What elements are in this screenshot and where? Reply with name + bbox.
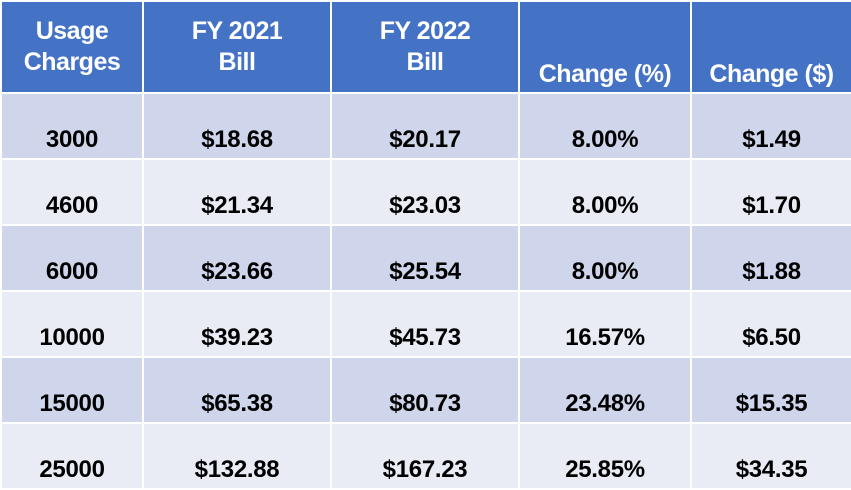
table-body: 3000 $18.68 $20.17 8.00% $1.49 4600 $21.… xyxy=(0,92,851,490)
table-row: 3000 $18.68 $20.17 8.00% $1.49 xyxy=(0,92,851,160)
cell-fy2021-bill: $132.88 xyxy=(142,422,332,490)
cell-usage: 3000 xyxy=(0,92,144,160)
cell-usage: 15000 xyxy=(0,356,144,424)
header-text-line: Usage xyxy=(35,17,109,45)
table-row: 6000 $23.66 $25.54 8.00% $1.88 xyxy=(0,224,851,292)
cell-usage: 6000 xyxy=(0,224,144,292)
cell-fy2021-bill: $65.38 xyxy=(142,356,332,424)
cell-change-percent: 23.48% xyxy=(518,356,692,424)
cell-fy2022-bill: $20.17 xyxy=(330,92,520,160)
header-text-line: Bill xyxy=(406,48,444,76)
cell-fy2022-bill: $25.54 xyxy=(330,224,520,292)
header-text-line: Change (%) xyxy=(538,60,672,88)
table-row: 4600 $21.34 $23.03 8.00% $1.70 xyxy=(0,158,851,226)
cell-usage: 4600 xyxy=(0,158,144,226)
cell-change-dollars: $1.88 xyxy=(690,224,851,292)
cell-change-percent: 8.00% xyxy=(518,224,692,292)
cell-change-dollars: $1.49 xyxy=(690,92,851,160)
cell-change-dollars: $6.50 xyxy=(690,290,851,358)
cell-fy2022-bill: $167.23 xyxy=(330,422,520,490)
cell-fy2021-bill: $39.23 xyxy=(142,290,332,358)
cell-usage: 25000 xyxy=(0,422,144,490)
header-fy2021-bill: FY 2021 Bill xyxy=(142,0,332,94)
header-text-line: Charges xyxy=(23,48,121,76)
table-row: 10000 $39.23 $45.73 16.57% $6.50 xyxy=(0,290,851,358)
header-fy2022-bill: FY 2022 Bill xyxy=(330,0,520,94)
cell-change-percent: 25.85% xyxy=(518,422,692,490)
header-text-line: FY 2021 xyxy=(191,17,283,45)
cell-fy2022-bill: $23.03 xyxy=(330,158,520,226)
table-row: 25000 $132.88 $167.23 25.85% $34.35 xyxy=(0,422,851,490)
header-usage-charges: Usage Charges xyxy=(0,0,144,94)
cell-fy2022-bill: $80.73 xyxy=(330,356,520,424)
cell-fy2021-bill: $21.34 xyxy=(142,158,332,226)
cell-usage: 10000 xyxy=(0,290,144,358)
table-row: 15000 $65.38 $80.73 23.48% $15.35 xyxy=(0,356,851,424)
cell-change-dollars: $34.35 xyxy=(690,422,851,490)
cell-fy2021-bill: $23.66 xyxy=(142,224,332,292)
header-change-dollars: Change ($) xyxy=(690,0,851,94)
header-text-line: Bill xyxy=(218,48,256,76)
table-header: Usage Charges FY 2021 Bill FY 2022 Bill … xyxy=(0,0,851,94)
header-change-percent: Change (%) xyxy=(518,0,692,94)
cell-change-percent: 8.00% xyxy=(518,92,692,160)
cell-change-dollars: $1.70 xyxy=(690,158,851,226)
cell-change-percent: 8.00% xyxy=(518,158,692,226)
cell-fy2021-bill: $18.68 xyxy=(142,92,332,160)
cell-change-percent: 16.57% xyxy=(518,290,692,358)
header-text-line: FY 2022 xyxy=(379,17,471,45)
header-text-line: Change ($) xyxy=(709,60,834,88)
header-row: Usage Charges FY 2021 Bill FY 2022 Bill … xyxy=(0,0,851,94)
cell-fy2022-bill: $45.73 xyxy=(330,290,520,358)
cell-change-dollars: $15.35 xyxy=(690,356,851,424)
